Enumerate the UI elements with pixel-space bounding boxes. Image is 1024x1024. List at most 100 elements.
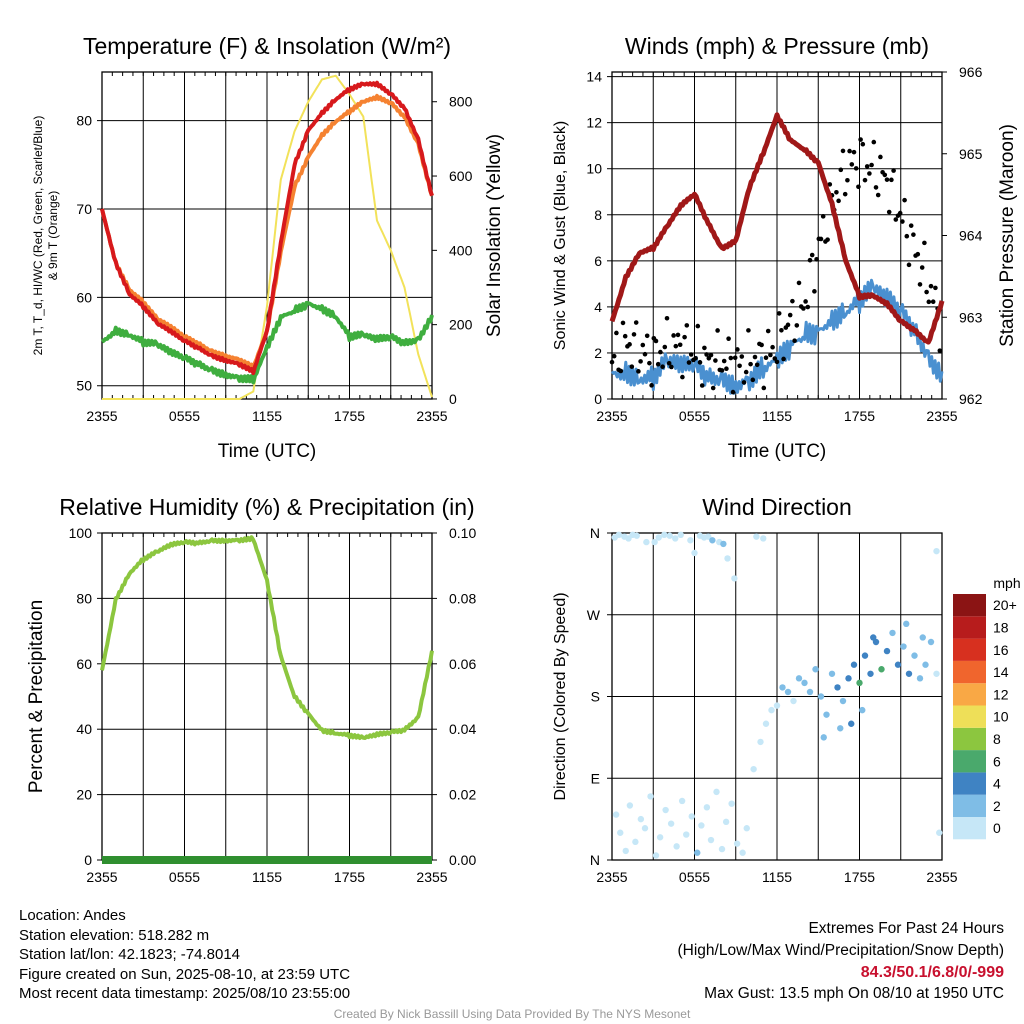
temp-y2tick-label: 200 (449, 317, 473, 333)
direction-point (739, 849, 746, 856)
direction-point (878, 666, 885, 673)
gust-point (838, 167, 844, 173)
direction-point (673, 843, 680, 850)
gust-point (620, 320, 626, 326)
gust-point (776, 311, 782, 316)
gust-point (682, 334, 687, 340)
temp-ytick-label: 70 (76, 201, 92, 217)
gust-point (873, 185, 879, 190)
dir-ytick-label: E (591, 770, 600, 786)
temp-xtick-label: 1755 (334, 408, 365, 424)
gust-point (649, 383, 654, 388)
gust-point (875, 192, 881, 198)
gust-point (713, 358, 718, 363)
rh-xtick-label: 1755 (334, 869, 365, 885)
colorbar-label: 12 (993, 686, 1009, 702)
gust-point (704, 352, 709, 357)
gust-point (743, 369, 749, 375)
wind-ylabel-right: Station Pressure (Maroon) (997, 124, 1018, 347)
direction-point (790, 697, 797, 705)
gust-point (618, 368, 624, 374)
solar-insolation-line (102, 74, 433, 400)
colorbar-label: 0 (993, 820, 1001, 836)
colorbar-unit: mph (993, 575, 1020, 591)
colorbar-label: 16 (993, 642, 1009, 658)
gust-point (781, 356, 786, 362)
station-latlon: Station lat/lon: 42.1823; -74.8014 (19, 946, 241, 963)
colorbar-label: 10 (993, 709, 1009, 725)
direction-point (707, 836, 715, 844)
gust-point (790, 298, 795, 304)
direction-point (828, 670, 836, 677)
direction-point (667, 820, 675, 827)
extremes-box: Extremes For Past 24 Hours (High/Low/Max… (678, 918, 1005, 1004)
colorbar-swatch (953, 817, 986, 840)
temp-frame (101, 71, 433, 400)
gust-point (669, 364, 674, 370)
gust-point (746, 328, 751, 333)
direction-point (919, 634, 926, 641)
rh-ytick-label: 80 (76, 590, 92, 606)
gust-point (897, 210, 903, 216)
direction-point (678, 797, 686, 805)
gust-point (759, 342, 764, 348)
gust-point (750, 377, 756, 383)
gust-point (867, 171, 872, 176)
gust-point (644, 333, 650, 339)
dir-xtick-label: 1155 (762, 869, 792, 885)
direction-point (889, 629, 896, 637)
gust-point (827, 182, 833, 187)
temp-ylabel-right: Solar Insolation (Yellow) (484, 134, 505, 337)
temp-xtick-label: 1155 (252, 408, 282, 424)
direction-points (611, 531, 943, 859)
direction-point (655, 534, 662, 541)
direction-point (845, 675, 852, 682)
rh-xtick-label: 0555 (169, 869, 200, 885)
gust-point (609, 359, 615, 365)
direction-point (927, 638, 935, 646)
colorbar-label: 18 (993, 619, 1009, 635)
wind-xlabel: Time (UTC) (728, 441, 827, 462)
direction-point (625, 535, 632, 542)
direction-point (773, 702, 781, 709)
gust-point (836, 198, 841, 204)
gust-point (917, 282, 923, 287)
direction-point (626, 802, 634, 809)
rh-y2tick-label: 0.10 (449, 525, 476, 541)
direction-point (641, 825, 649, 832)
temp-xtick-label: 2355 (86, 408, 117, 424)
wind-xtick-label: 2355 (926, 408, 957, 424)
wind-ytick-label: 2 (594, 345, 602, 361)
gust-point (878, 154, 883, 160)
direction-point (779, 684, 786, 691)
gust-point (785, 322, 791, 328)
colorbar-swatch (953, 683, 986, 706)
gust-point (893, 217, 899, 222)
rh-ytick-label: 60 (76, 656, 92, 672)
gust-point (640, 342, 646, 348)
wind-title: Winds (mph) & Pressure (mb) (625, 33, 929, 59)
direction-point (615, 531, 623, 539)
gust-point (884, 177, 890, 182)
direction-point (795, 675, 803, 682)
gust-point (924, 289, 929, 295)
sonic-wind-line (610, 278, 944, 395)
direction-point (750, 765, 757, 773)
gust-point (900, 219, 905, 224)
colorbar-label: 8 (993, 731, 1001, 747)
colorbar-swatch (953, 660, 986, 684)
wind-xtick-label: 0555 (679, 408, 710, 424)
rh-xtick-label: 2355 (86, 869, 117, 885)
gust-point (715, 328, 720, 333)
gust-point (820, 214, 826, 219)
extremes-title: Extremes For Past 24 Hours (808, 920, 1004, 937)
gust-point (697, 360, 703, 365)
gust-point (677, 342, 683, 348)
gust-point (752, 354, 758, 360)
temp-2m-line (100, 80, 434, 375)
station-location: Location: Andes (19, 907, 126, 924)
direction-point (672, 535, 679, 542)
gust-point (770, 344, 775, 350)
direction-point (666, 532, 673, 539)
gust-point (772, 356, 778, 361)
